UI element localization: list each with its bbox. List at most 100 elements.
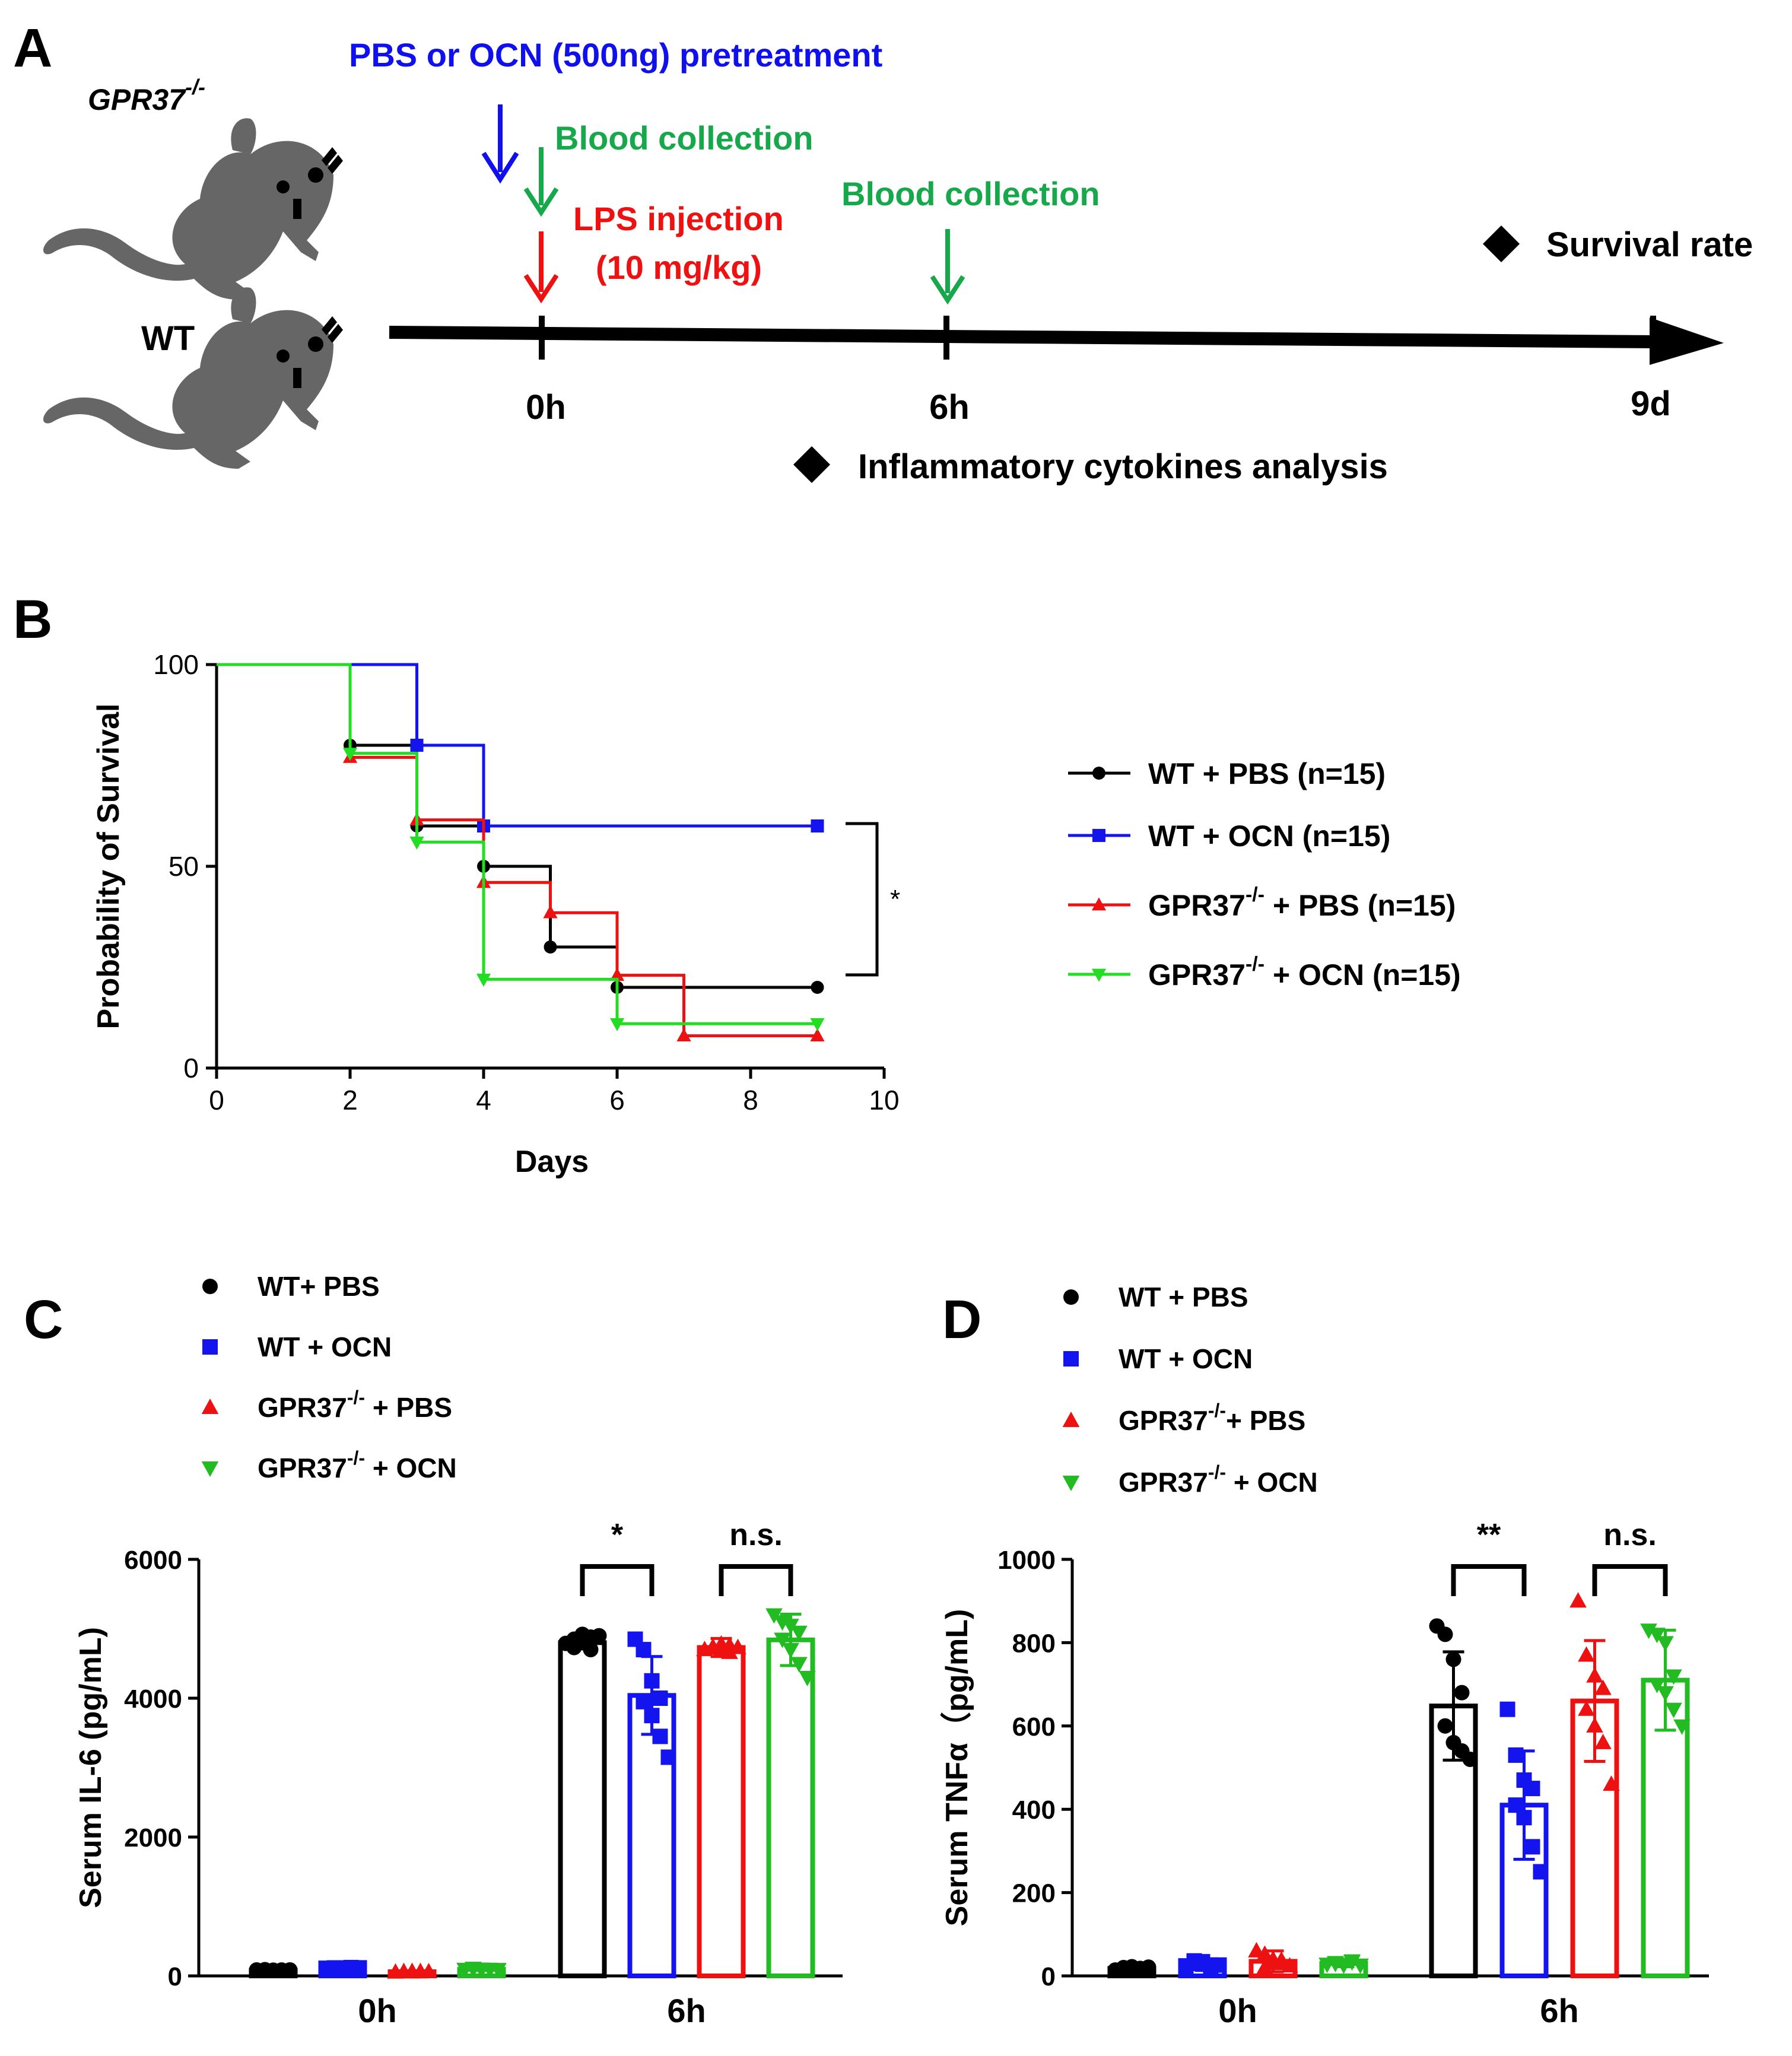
panel-label-c: C	[24, 1289, 63, 1350]
panel-c: C 0 2000 4000 6000 Serum IL-6 (pg/mL) 0h 6h * n.…	[24, 1271, 843, 2029]
bar-point	[782, 1619, 799, 1635]
bar-y-tick-label: 6000	[124, 1546, 182, 1575]
km-legend-marker	[1092, 829, 1105, 842]
bar-point	[1673, 1719, 1691, 1735]
km-legend-marker	[1091, 968, 1107, 982]
bar-point	[636, 1642, 652, 1658]
bracket-line	[1592, 1564, 1668, 1596]
km-line	[217, 663, 818, 828]
arrow-down-icon-pretreatment	[481, 104, 519, 184]
km-legend-label: WT + OCN (n=15)	[1148, 819, 1390, 853]
panel-label-d: D	[942, 1289, 981, 1350]
bar-point	[1499, 1701, 1515, 1717]
bar-legend-label: WT + PBS	[1119, 1282, 1248, 1313]
bar-3-1	[1640, 1623, 1691, 1979]
km-legend-label: WT + PBS (n=15)	[1148, 757, 1386, 790]
bar-point	[636, 1693, 652, 1709]
km-point	[811, 981, 824, 994]
bar-point	[1445, 1651, 1461, 1667]
bar-point	[1508, 1747, 1524, 1763]
chart-c: 0 2000 4000 6000 Serum IL-6 (pg/mL) 0h 6h * n.s.…	[74, 1271, 843, 2029]
km-point	[543, 905, 558, 919]
bar-legend-marker	[1062, 1475, 1080, 1491]
bar-category-label: 6h	[1540, 1992, 1578, 2029]
bar-y-tick-label: 400	[1012, 1796, 1056, 1825]
km-x-tick-label: 10	[869, 1085, 899, 1116]
bar-y-tick-label: 0	[168, 1962, 182, 1991]
bar-point	[652, 1728, 668, 1744]
bar-point	[1594, 1733, 1612, 1749]
km-y-tick-label: 100	[153, 649, 199, 680]
bar-1-0	[1178, 1953, 1227, 1978]
bar-point	[282, 1962, 298, 1978]
km-legend-marker	[1092, 767, 1105, 780]
survival-rate-text: Survival rate	[1546, 225, 1753, 264]
km-x-tick-label: 2	[342, 1085, 358, 1116]
diamond-icon-survival	[1483, 225, 1520, 262]
bar-point	[1578, 1700, 1595, 1716]
km-x-tick-label: 6	[609, 1085, 625, 1116]
panel-d: D 0 200 400 600 800 1000 Serum TNFα（pg/mL) 0h 6h…	[940, 1282, 1709, 2029]
bar-0-1	[1429, 1618, 1478, 1978]
panel-label-b: B	[13, 589, 52, 650]
arrow-down-icon-lps	[523, 231, 559, 304]
bar-legend-label: GPR37-/- + OCN	[1119, 1461, 1318, 1498]
bar-legend-marker	[202, 1339, 218, 1355]
bar-legend-marker	[1063, 1351, 1079, 1367]
bar-legend-label: GPR37-/- + OCN	[258, 1447, 457, 1483]
km-series-0	[217, 663, 824, 994]
bar-point	[790, 1625, 808, 1641]
km-legend-item-0: WT + PBS (n=15)	[1068, 757, 1386, 790]
bar-legend-item-0: WT+ PBS	[202, 1271, 380, 1302]
bar-2-0	[1248, 1941, 1298, 1978]
bar-0-1	[558, 1626, 607, 1978]
bar-point	[729, 1638, 746, 1654]
km-y-axis-label: Probability of Survival	[91, 703, 126, 1029]
km-series-1	[217, 663, 824, 832]
km-legend-marker	[1091, 897, 1107, 911]
bracket-line	[1451, 1564, 1527, 1596]
km-y-tick-label: 0	[183, 1053, 199, 1083]
mouse-icon-wt	[43, 287, 343, 469]
bar-category-label: 0h	[358, 1992, 396, 2029]
timeline: 0h 6h 9d	[389, 316, 1724, 427]
significance-bracket: n.s.	[1592, 1518, 1668, 1596]
bar-0-0	[249, 1962, 298, 1978]
km-x-axis-label: Days	[515, 1145, 589, 1179]
bar-y-tick-label: 2000	[124, 1823, 182, 1852]
bar-legend-label: WT + OCN	[1119, 1343, 1253, 1374]
bar-point	[490, 1963, 507, 1979]
km-legend-item-2: GPR37-/- + PBS (n=15)	[1068, 884, 1456, 922]
km-legend-label: GPR37-/- + PBS (n=15)	[1148, 884, 1456, 922]
bar-legend-item-3: GPR37-/- + OCN	[1062, 1461, 1318, 1498]
bar-legend-item-1: WT + OCN	[202, 1332, 392, 1362]
km-point	[811, 819, 824, 832]
wt-label: WT	[141, 319, 195, 358]
km-significance-star: *	[890, 885, 900, 914]
bar-legend-label: WT+ PBS	[258, 1271, 380, 1302]
timepoint-9d: 9d	[1631, 384, 1671, 423]
panel-a: A GPR37-/- WT 0h 6h 9d	[13, 18, 1753, 486]
bar-y-tick-label: 200	[1012, 1879, 1056, 1908]
panel-label-a: A	[13, 18, 52, 78]
bar-point	[1603, 1775, 1620, 1791]
km-x-tick-label: 8	[743, 1085, 758, 1116]
bar-point	[1648, 1628, 1666, 1644]
diamond-icon-cytokines	[793, 446, 830, 483]
bar-point	[1462, 1751, 1478, 1767]
bar-point	[1273, 1951, 1290, 1967]
significance-label: *	[611, 1518, 624, 1552]
blood-collection-text-2: Blood collection	[841, 175, 1100, 212]
km-point	[476, 974, 491, 987]
bar-point	[1665, 1669, 1682, 1685]
km-legend-item-1: WT + OCN (n=15)	[1068, 819, 1390, 853]
pretreatment-text: PBS or OCN (500ng) pretreatment	[349, 36, 882, 74]
bar-2-0	[387, 1962, 437, 1979]
bar-point	[721, 1643, 738, 1659]
bar-legend-item-1: WT + OCN	[1063, 1343, 1253, 1374]
bar-point	[420, 1963, 437, 1979]
bar-3-0	[1318, 1954, 1369, 1978]
significance-bracket: n.s.	[719, 1518, 793, 1596]
